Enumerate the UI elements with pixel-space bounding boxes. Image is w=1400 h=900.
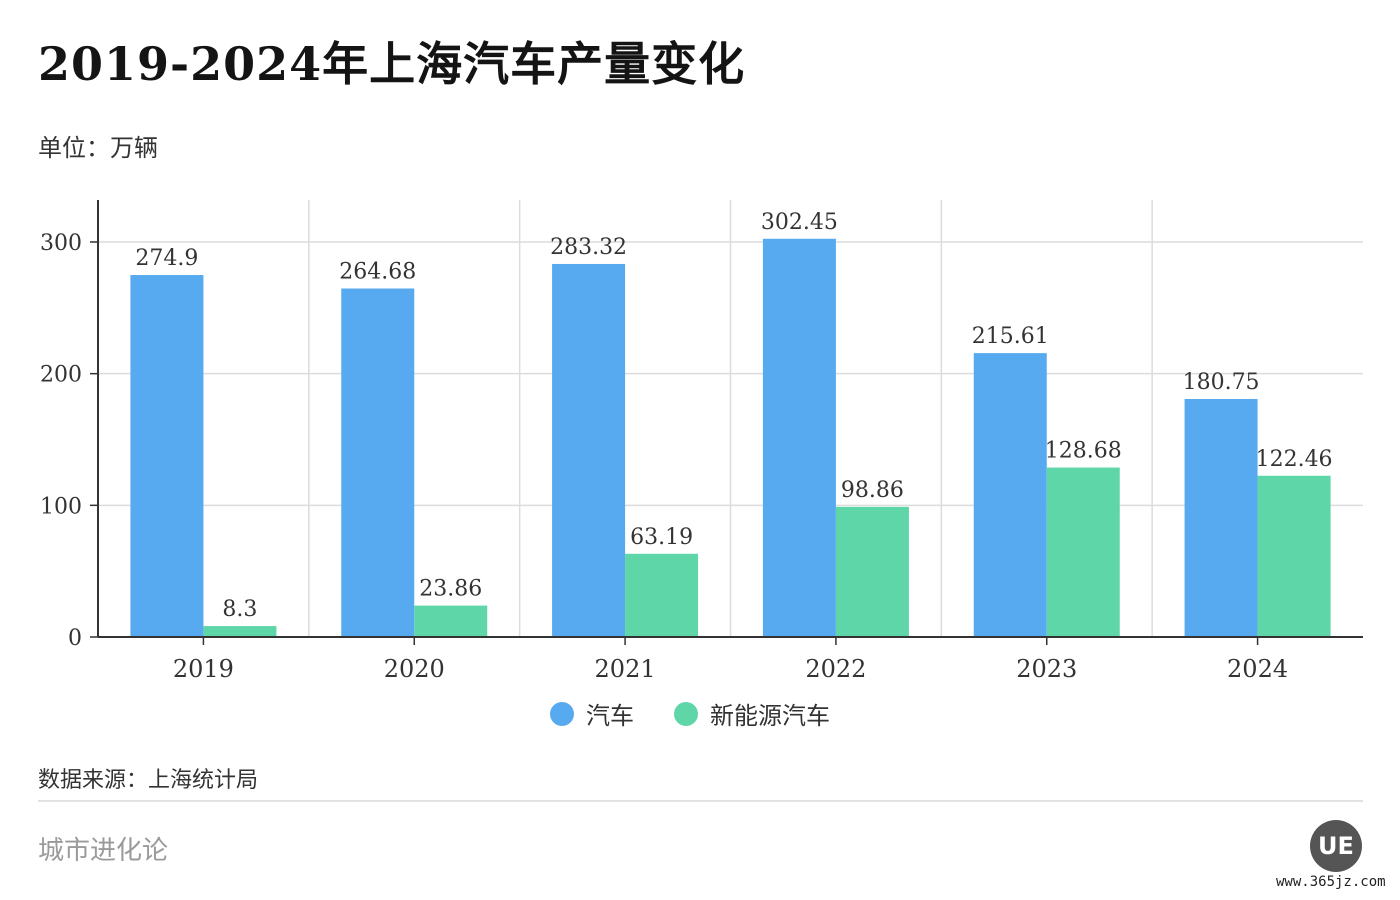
data-source: 数据来源：上海统计局: [38, 768, 259, 793]
bar-nev: [203, 626, 277, 637]
bar-car: [130, 275, 204, 637]
y-tick-label: 100: [40, 494, 82, 519]
data-label-nev: 128.68: [1045, 439, 1122, 464]
legend-label-car: 汽车: [586, 702, 634, 730]
y-tick-label: 200: [40, 363, 82, 388]
x-tick-label: 2019: [173, 655, 234, 683]
y-tick-label: 300: [40, 231, 82, 256]
divider: [38, 800, 1363, 802]
x-tick-label: 2023: [1016, 655, 1077, 683]
legend-swatch-nev: [674, 701, 698, 726]
bar-nev: [414, 605, 488, 637]
bar-car: [1184, 399, 1258, 637]
x-tick-label: 2022: [805, 655, 866, 683]
data-label-nev: 8.3: [222, 597, 257, 622]
x-tick-label: 2020: [384, 655, 445, 683]
x-tick-label: 2024: [1227, 655, 1288, 683]
data-label-car: 264.68: [339, 260, 416, 285]
data-label-nev: 122.46: [1256, 447, 1333, 472]
bar-car: [973, 353, 1047, 637]
legend-label-nev: 新能源汽车: [710, 702, 830, 730]
bar-car: [552, 263, 626, 637]
data-label-car: 215.61: [972, 324, 1049, 349]
unit-label: 单位：万辆: [38, 134, 158, 162]
bar-car: [762, 238, 836, 637]
bar-nev: [835, 506, 909, 637]
legend-item-nev: 新能源汽车: [674, 696, 830, 731]
legend: 汽车 新能源汽车: [550, 696, 830, 731]
y-tick-label: 0: [68, 626, 82, 651]
brand-logo: UE: [1310, 820, 1362, 872]
legend-item-car: 汽车: [550, 696, 634, 731]
bar-nev: [625, 553, 699, 637]
data-label-nev: 98.86: [841, 478, 904, 503]
data-label-car: 302.45: [761, 210, 838, 235]
legend-swatch-car: [550, 701, 574, 726]
bar-nev: [1257, 475, 1331, 637]
x-tick-label: 2021: [595, 655, 656, 683]
bar-car: [341, 288, 415, 637]
data-label-car: 180.75: [1183, 370, 1260, 395]
chart-title: 2019-2024年上海汽车产量变化: [38, 37, 746, 91]
site-url: www.365jz.com: [1276, 874, 1386, 890]
bar-nev: [1046, 467, 1120, 637]
data-label-car: 274.9: [135, 246, 198, 271]
data-label-car: 283.32: [550, 235, 627, 260]
data-label-nev: 23.86: [419, 577, 482, 602]
bar-chart: 0 100 200 300 274.9 8.3 2019 264.68 23.86 2020 283…: [40, 200, 1363, 683]
brand-name: 城市进化论: [38, 836, 169, 866]
data-label-nev: 63.19: [630, 525, 693, 550]
